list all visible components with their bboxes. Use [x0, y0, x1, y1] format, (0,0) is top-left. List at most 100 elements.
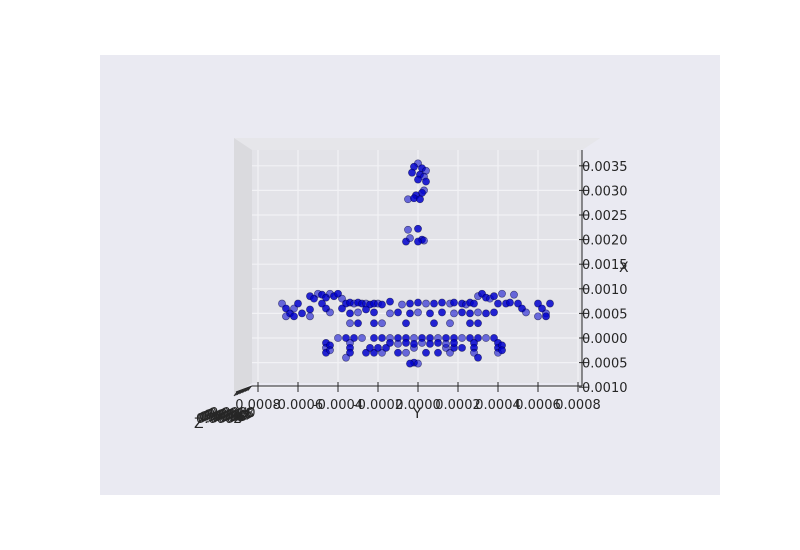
scatter-point — [402, 349, 409, 356]
y-tick-label: 0.0008 — [555, 398, 601, 413]
scatter-point — [438, 299, 445, 306]
scatter-point — [416, 196, 423, 203]
scatter-point — [370, 320, 377, 327]
scatter-point — [438, 309, 445, 316]
scatter-point — [434, 339, 441, 346]
scatter-point — [334, 334, 341, 341]
scatter-point — [446, 320, 453, 327]
scatter-point — [450, 299, 457, 306]
scatter-point — [430, 320, 437, 327]
scatter-point — [494, 300, 501, 307]
scatter-point — [510, 291, 517, 298]
scatter-point — [326, 309, 333, 316]
x-tick-label: 0.0020 — [582, 234, 628, 249]
y-tick-label: 0.0002 — [435, 398, 481, 413]
scatter-point — [422, 300, 429, 307]
scatter-point — [374, 344, 381, 351]
scatter-point — [306, 306, 313, 313]
scatter-point — [346, 320, 353, 327]
scatter-point — [482, 310, 489, 317]
scatter-point — [414, 225, 421, 232]
scatter-point — [414, 360, 421, 367]
scatter-point — [458, 334, 465, 341]
scatter-point — [410, 340, 417, 347]
scatter-point — [406, 310, 413, 317]
scatter-point — [418, 339, 425, 346]
scatter-point — [354, 320, 361, 327]
scatter-point — [458, 309, 465, 316]
scatter-point — [406, 235, 413, 242]
x-tick-label: 0.0035 — [582, 160, 628, 175]
scatter-point — [402, 339, 409, 346]
scatter-point — [290, 313, 297, 320]
scatter-point — [498, 347, 505, 354]
scatter-point — [414, 299, 421, 306]
scatter-point — [370, 309, 377, 316]
y-tick-label: 0.0004 — [475, 398, 521, 413]
scatter-point — [394, 309, 401, 316]
scatter-point — [306, 313, 313, 320]
side-pane — [234, 138, 252, 395]
scatter-point — [442, 340, 449, 347]
scatter-point — [386, 310, 393, 317]
scatter-point — [422, 349, 429, 356]
scatter-point — [522, 309, 529, 316]
scatter-point — [398, 301, 405, 308]
top-pane — [234, 138, 600, 150]
scatter-point — [406, 360, 413, 367]
scatter-point — [434, 349, 441, 356]
scatter-point — [378, 334, 385, 341]
y-tick-label: 0.0006 — [515, 398, 561, 413]
scatter-point — [402, 320, 409, 327]
x-tick-label: 0.0010 — [582, 381, 628, 396]
x-axis-label: X — [619, 260, 629, 276]
scatter-point — [394, 349, 401, 356]
scatter-point — [414, 176, 421, 183]
scatter-point — [458, 344, 465, 351]
x-tick-label: 0.0005 — [582, 357, 628, 372]
scatter-point — [414, 238, 421, 245]
scatter-point — [430, 300, 437, 307]
scatter-point — [326, 347, 333, 354]
x-tick-label: 0.0000 — [582, 332, 628, 347]
scatter-point — [338, 305, 345, 312]
scatter-point — [386, 298, 393, 305]
x-tick-label: 0.0010 — [582, 283, 628, 298]
scatter-point — [542, 313, 549, 320]
scatter-point — [378, 320, 385, 327]
scatter-point — [406, 300, 413, 307]
scatter-point — [474, 354, 481, 361]
scatter-point — [466, 320, 473, 327]
scatter-point — [414, 309, 421, 316]
scatter-point — [450, 339, 457, 346]
scatter-point — [450, 310, 457, 317]
y-axis-label: Y — [412, 406, 422, 422]
scatter-point — [354, 309, 361, 316]
scatter-point — [422, 178, 429, 185]
scatter-point — [534, 313, 541, 320]
x-tick-label: 0.0005 — [582, 307, 628, 322]
scatter-point — [490, 309, 497, 316]
scatter-point — [362, 306, 369, 313]
scatter-point — [346, 310, 353, 317]
x-tick-label: 0.0025 — [582, 209, 628, 224]
scatter-point — [474, 320, 481, 327]
scatter-point — [358, 334, 365, 341]
scatter-point — [408, 169, 415, 176]
scatter-point — [506, 299, 513, 306]
scatter-point — [426, 340, 433, 347]
scatter-point — [282, 313, 289, 320]
scatter-point — [490, 293, 497, 300]
scatter-point — [404, 226, 411, 233]
scatter-point — [426, 310, 433, 317]
scatter-point — [366, 344, 373, 351]
x-tick-label: 0.0030 — [582, 184, 628, 199]
scatter-point — [298, 310, 305, 317]
scatter-point — [482, 334, 489, 341]
scatter-point — [370, 334, 377, 341]
scatter-point — [546, 300, 553, 307]
scatter-point — [294, 300, 301, 307]
scatter-point — [342, 354, 349, 361]
z-tick-label: 0.0020 — [210, 406, 256, 421]
scatter-point — [378, 301, 385, 308]
